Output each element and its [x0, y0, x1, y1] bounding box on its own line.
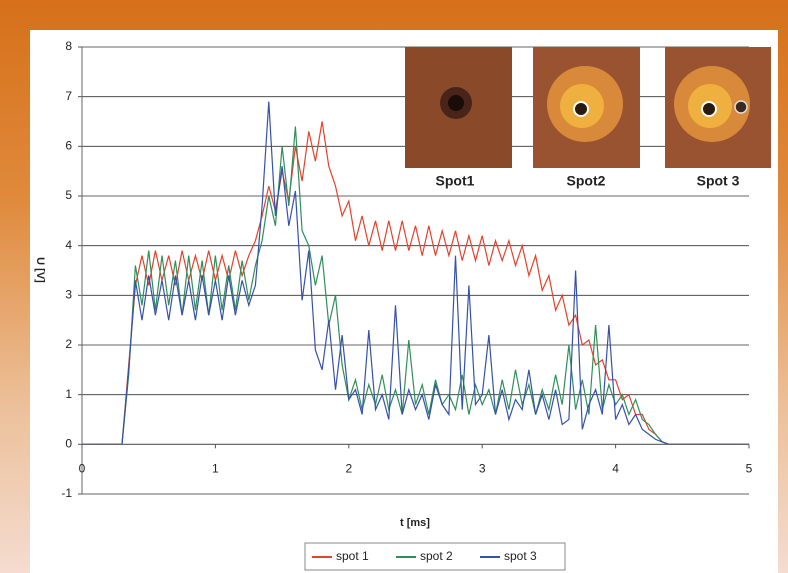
photo-label: Spot2 [567, 173, 606, 189]
series-line [82, 121, 749, 445]
y-tick-label: 0 [65, 437, 72, 451]
y-tick-label: 1 [65, 387, 72, 401]
photo-label: Spot 3 [697, 173, 740, 189]
x-tick-label: 0 [79, 462, 86, 476]
x-tick-label: 3 [479, 462, 486, 476]
legend-label: spot 2 [420, 549, 453, 563]
y-tick-label: 6 [65, 139, 72, 153]
x-tick-label: 4 [612, 462, 619, 476]
legend-label: spot 1 [336, 549, 369, 563]
y-tick-label: 5 [65, 188, 72, 202]
y-axis-label: U [V] [34, 257, 46, 283]
x-tick-label: 2 [345, 462, 352, 476]
series-line [82, 101, 749, 445]
x-tick-label: 1 [212, 462, 219, 476]
photo-spot [701, 101, 717, 117]
y-tick-label: 4 [65, 238, 72, 252]
photo-spot [448, 95, 464, 111]
x-tick-label: 5 [746, 462, 753, 476]
x-axis-label: t [ms] [400, 517, 430, 529]
legend-label: spot 3 [504, 549, 537, 563]
y-tick-label: 7 [65, 89, 72, 103]
photo-spot [734, 100, 748, 114]
y-tick-label: -1 [61, 486, 72, 500]
legend [304, 542, 566, 571]
y-tick-label: 8 [65, 39, 72, 53]
photo-label: Spot1 [436, 173, 475, 189]
spot-photos [405, 47, 771, 168]
y-tick-label: 2 [65, 337, 72, 351]
series-line [82, 126, 749, 445]
y-tick-label: 3 [65, 288, 72, 302]
photo-spot [573, 101, 589, 117]
